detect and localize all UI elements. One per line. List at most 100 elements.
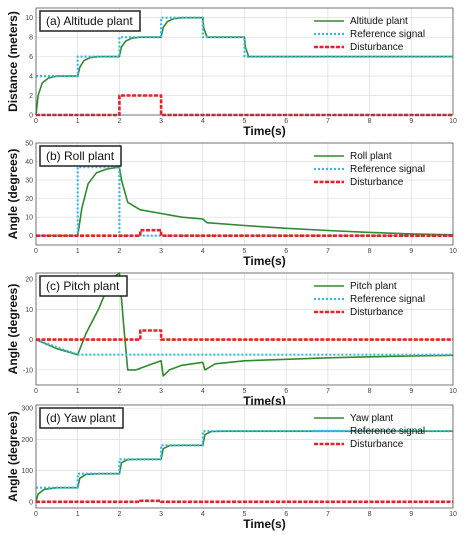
x-tick-label: 9 [409, 511, 413, 518]
series-line-reference [36, 430, 453, 489]
y-tick-label: 30 [25, 178, 33, 185]
x-tick-label: 3 [159, 388, 163, 395]
legend-label: Reference signal [350, 426, 425, 437]
panel-title-box [39, 145, 122, 167]
axes-frame [35, 404, 454, 509]
y-axis-label: Distance (meters) [6, 11, 20, 112]
y-tick-label: 10 [25, 215, 33, 222]
x-tick-label: 10 [449, 248, 457, 255]
x-tick-label: 4 [201, 511, 205, 518]
legend-label: Pitch plant [350, 281, 397, 292]
panel-1: 0 1 2 3 4 5 6 7 8 9 10 0 2 4 6 8 10 Time(s) Distance (mete… [6, 7, 457, 138]
y-axis-label: Angle (degrees) [6, 411, 20, 502]
x-tick-label: 2 [117, 511, 121, 518]
series-line-plant [35, 16, 453, 116]
x-tick-label: 6 [284, 388, 288, 395]
y-tick-label: 20 [25, 196, 33, 203]
x-tick-label: 1 [76, 511, 80, 518]
x-tick-label: 2 [117, 118, 121, 125]
axes-frame [35, 7, 454, 116]
y-tick-label: 0 [29, 113, 33, 120]
x-tick-label: 8 [368, 118, 372, 125]
y-tick-label: 2 [29, 93, 33, 100]
x-tick-label: 10 [449, 118, 457, 125]
panel-3: 0 1 2 3 4 5 6 7 8 9 10 -10 0 10 20 Time(s) Angle (degree… [6, 272, 457, 408]
y-tick-label: 10 [25, 15, 33, 22]
y-tick-label: 4 [29, 74, 33, 81]
y-tick-label: 0 [29, 337, 33, 344]
x-tick-label: 4 [201, 118, 205, 125]
panel-title-box [39, 275, 128, 297]
legend-label: Roll plant [350, 151, 392, 162]
x-tick-label: 7 [326, 248, 330, 255]
legend-label: Reference signal [350, 29, 425, 40]
x-tick-label: 2 [117, 388, 121, 395]
x-axis-label: Time(s) [243, 254, 285, 268]
series-line-plant [35, 272, 454, 377]
x-tick-label: 0 [34, 248, 38, 255]
y-tick-label: 20 [25, 277, 33, 284]
series-line-reference [35, 338, 453, 356]
legend-label: Disturbance [350, 307, 404, 318]
x-tick-label: 10 [449, 511, 457, 518]
series-line-plant [36, 166, 454, 237]
x-axis-label: Time(s) [243, 394, 285, 408]
x-tick-label: 1 [76, 388, 80, 395]
series-line-disturbance [36, 329, 453, 341]
y-tick-label: 6 [29, 54, 33, 61]
y-tick-label: 300 [21, 406, 33, 413]
x-tick-label: 1 [76, 118, 80, 125]
x-tick-label: 6 [284, 118, 288, 125]
x-tick-label: 3 [159, 511, 163, 518]
x-tick-label: 3 [159, 118, 163, 125]
y-tick-label: 100 [21, 468, 33, 475]
legend-label: Reference signal [350, 294, 425, 305]
axes-frame [35, 272, 454, 386]
legend-label: Yaw plant [350, 413, 393, 424]
x-tick-label: 0 [34, 118, 38, 125]
x-tick-label: 5 [243, 118, 247, 125]
y-tick-label: 50 [25, 141, 33, 148]
x-tick-label: 4 [201, 248, 205, 255]
x-tick-label: 9 [409, 388, 413, 395]
x-tick-label: 7 [326, 118, 330, 125]
y-tick-label: 10 [25, 307, 33, 314]
axes-frame [35, 142, 454, 246]
series-line-reference [36, 16, 453, 78]
x-tick-label: 0 [34, 511, 38, 518]
panel-title-box [39, 407, 124, 429]
x-tick-label: 5 [243, 248, 247, 255]
legend-label: Disturbance [350, 42, 404, 53]
x-tick-label: 4 [201, 388, 205, 395]
x-axis-label: Time(s) [243, 124, 285, 138]
x-tick-label: 8 [368, 388, 372, 395]
y-tick-label: -10 [23, 367, 33, 374]
x-tick-label: 10 [449, 388, 457, 395]
series-line-disturbance [36, 228, 453, 237]
x-tick-label: 7 [326, 388, 330, 395]
y-axis-label: Angle (degrees) [6, 284, 20, 375]
x-tick-label: 9 [409, 118, 413, 125]
x-tick-label: 6 [284, 248, 288, 255]
x-tick-label: 6 [284, 511, 288, 518]
panel-2: 0 1 2 3 4 5 6 7 8 9 10 0 10 20 30 40 50 Time(s) Angle (deg… [6, 141, 457, 269]
panel-title: (d) Yaw plant [46, 411, 116, 425]
x-tick-label: 2 [117, 248, 121, 255]
legend-label: Disturbance [350, 439, 404, 450]
x-tick-label: 5 [243, 388, 247, 395]
legend-label: Reference signal [350, 164, 425, 175]
y-tick-label: 40 [25, 159, 33, 166]
x-tick-label: 1 [76, 248, 80, 255]
y-tick-label: 0 [29, 233, 33, 240]
x-tick-label: 9 [409, 248, 413, 255]
x-tick-label: 8 [368, 248, 372, 255]
legend-label: Disturbance [350, 177, 404, 188]
panel-title: (c) Pitch plant [46, 279, 120, 293]
panel-title: (b) Roll plant [46, 149, 115, 163]
x-tick-label: 0 [34, 388, 38, 395]
x-tick-label: 5 [243, 511, 247, 518]
legend-label: Altitude plant [350, 16, 408, 27]
panel-title-box [39, 10, 141, 32]
